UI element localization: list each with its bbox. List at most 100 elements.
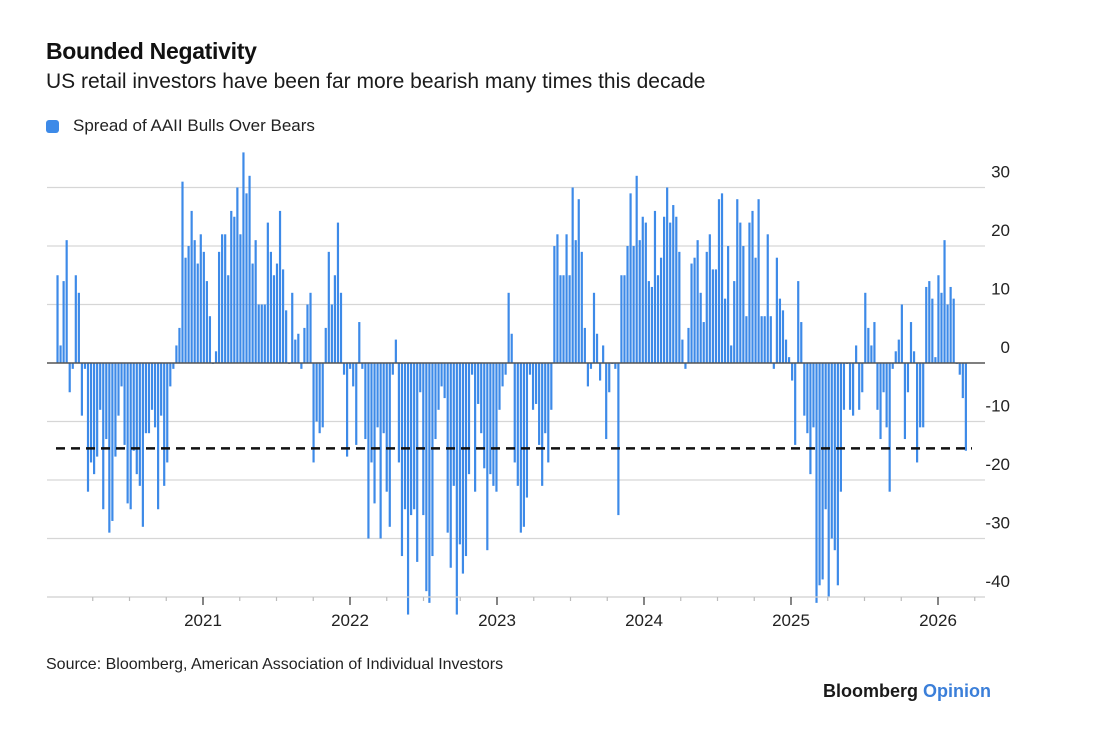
bar [458, 363, 461, 545]
bar [888, 363, 891, 492]
y-tick-label: -10 [985, 397, 1010, 416]
bar [294, 339, 297, 363]
bar [711, 269, 714, 363]
bar [559, 275, 562, 363]
bar [281, 269, 285, 363]
bar [958, 363, 961, 375]
bar [544, 363, 547, 434]
legend-label: Spread of AAII Bulls Over Bears [73, 116, 315, 135]
brand-logo: Bloomberg Opinion [823, 681, 991, 702]
bar [943, 240, 946, 363]
bar [925, 286, 928, 363]
bar [626, 246, 629, 363]
bar [727, 246, 730, 363]
bar [916, 363, 919, 463]
bar [431, 363, 434, 557]
bar [730, 345, 733, 363]
bar [425, 363, 428, 592]
bar [367, 363, 370, 539]
bar [236, 187, 239, 363]
bar [772, 363, 775, 369]
bar [720, 193, 724, 363]
bar [885, 363, 888, 428]
bar [775, 257, 778, 363]
bar [443, 363, 446, 399]
bar [513, 363, 516, 463]
bar [879, 363, 882, 440]
bar [690, 263, 693, 363]
bar [562, 275, 565, 363]
bar [132, 363, 135, 451]
bar [373, 363, 376, 504]
bar [928, 281, 931, 363]
bar [105, 363, 108, 440]
bar [413, 363, 416, 510]
bar [263, 304, 266, 363]
bar [480, 363, 483, 434]
bar [824, 363, 827, 510]
bar [629, 193, 632, 363]
bar [848, 363, 852, 410]
bar [541, 363, 544, 486]
bar [705, 251, 708, 363]
bar [754, 257, 757, 363]
bar [349, 363, 352, 369]
bar [876, 363, 879, 410]
bar [196, 263, 199, 363]
bar [315, 363, 318, 422]
bar [470, 363, 474, 375]
bar [550, 363, 553, 410]
bar [903, 363, 907, 440]
bar [641, 216, 644, 363]
bar [489, 363, 492, 475]
bar [65, 240, 68, 363]
bar [873, 322, 876, 363]
bar [897, 339, 900, 363]
bar [864, 292, 867, 363]
bar [86, 363, 90, 492]
bar [882, 363, 885, 393]
bar [474, 363, 477, 492]
bar [77, 292, 80, 363]
bar [830, 363, 833, 539]
bar [803, 363, 806, 416]
bar [272, 275, 276, 363]
bar [114, 363, 117, 457]
bar [684, 363, 687, 369]
bar [833, 363, 836, 551]
bar [123, 363, 126, 445]
y-tick-label: 0 [1001, 338, 1010, 357]
bar [388, 363, 391, 527]
x-tick-label: 2026 [919, 611, 957, 630]
bar [769, 316, 772, 363]
bar [656, 275, 660, 363]
bar [160, 363, 163, 416]
bar [739, 222, 742, 363]
bar [330, 304, 333, 363]
bar [714, 269, 718, 363]
bar [787, 357, 791, 363]
bar [254, 240, 257, 363]
bar [900, 304, 903, 363]
bar [199, 234, 202, 363]
bars [56, 152, 967, 615]
bar [150, 363, 154, 410]
bar [867, 327, 870, 363]
bar [303, 327, 306, 363]
bar [157, 363, 160, 510]
bar [178, 327, 181, 363]
bar [324, 327, 327, 363]
bar [839, 363, 842, 492]
bar [166, 363, 169, 463]
bar [760, 316, 763, 363]
bar [836, 363, 839, 586]
bar [602, 345, 605, 363]
bar [56, 275, 59, 363]
bar [440, 363, 443, 387]
bar [449, 363, 452, 568]
bar [742, 246, 745, 363]
bar [483, 363, 486, 469]
chart-subtitle: US retail investors have been far more b… [46, 70, 706, 93]
bar [346, 363, 349, 457]
bar [126, 363, 129, 504]
